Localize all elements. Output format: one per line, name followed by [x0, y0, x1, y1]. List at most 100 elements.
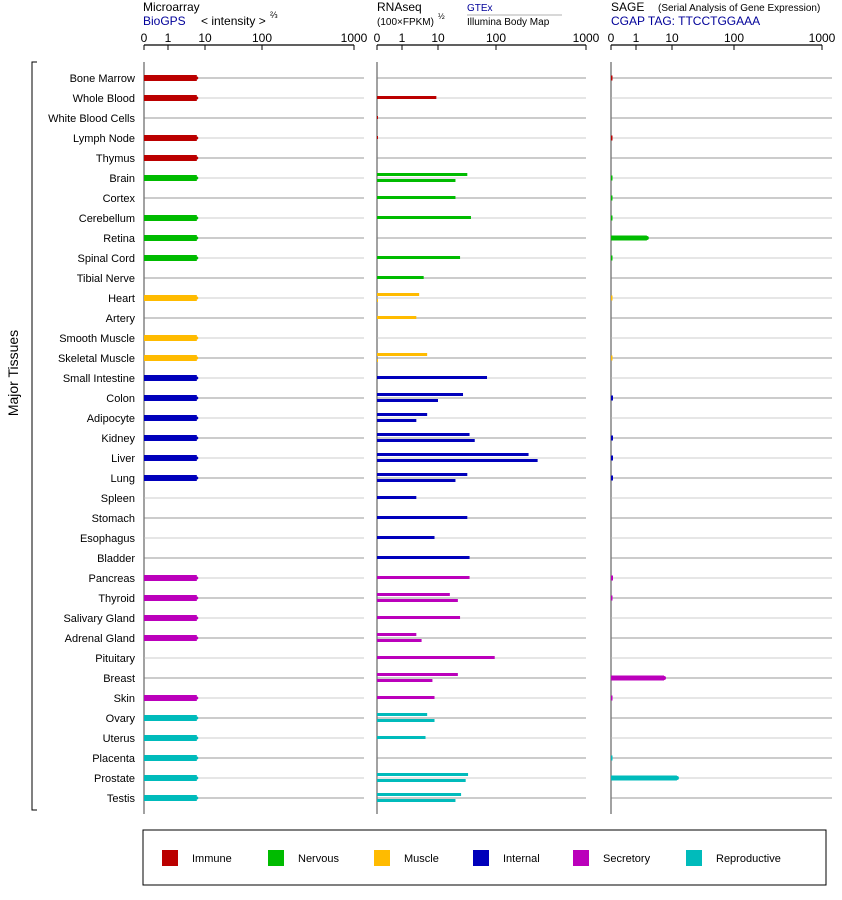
sage-bar	[611, 755, 613, 761]
illumina-bar	[377, 639, 422, 642]
tick-label: 10	[198, 31, 212, 45]
tissue-label: Kidney	[101, 433, 135, 445]
legend-label: Immune	[192, 853, 232, 865]
legend-label: Reproductive	[716, 853, 781, 865]
tissue-label: Testis	[107, 793, 136, 805]
microarray-bar	[144, 375, 197, 381]
microarray-bar-cap	[195, 176, 199, 180]
gtex-link[interactable]: GTEx	[467, 3, 493, 14]
tick-label: 1	[633, 31, 640, 45]
sage-bar	[611, 595, 613, 601]
gtex-bar	[377, 496, 417, 499]
sage-subtitle: (Serial Analysis of Gene Expression)	[658, 3, 820, 14]
tissue-label: Brain	[109, 173, 135, 185]
gtex-bar	[377, 616, 461, 619]
rnaseq-title: RNAseq	[377, 0, 422, 14]
sage-bar	[611, 395, 613, 401]
illumina-bar	[377, 719, 435, 722]
sage-bar	[611, 475, 613, 481]
gtex-bar	[377, 413, 428, 416]
sage-bar	[611, 675, 665, 681]
biogps-link[interactable]: BioGPS	[143, 14, 186, 28]
sage-bar	[611, 575, 613, 581]
microarray-bar-cap	[195, 356, 199, 360]
tick-label: 0	[374, 31, 381, 45]
tick-label: 100	[252, 31, 272, 45]
cgap-tag-link[interactable]: CGAP TAG: TTCCTGGAAA	[611, 14, 760, 28]
tick-label: 1000	[341, 31, 368, 45]
legend-swatch	[573, 850, 589, 866]
microarray-bar	[144, 95, 197, 101]
gtex-bar	[377, 673, 458, 676]
sage-bar-cap	[644, 236, 649, 240]
gtex-bar	[377, 376, 488, 379]
tissue-label: Artery	[106, 313, 136, 325]
y-axis-bracket	[31, 61, 37, 811]
illumina-bar	[377, 419, 417, 422]
gtex-bar	[377, 793, 462, 796]
legend-label: Muscle	[404, 853, 439, 865]
gtex-bar	[377, 393, 464, 396]
microarray-bar-cap	[195, 716, 199, 720]
gtex-bar	[377, 556, 470, 559]
microarray-bar-cap	[195, 336, 199, 340]
gtex-bar	[377, 473, 468, 476]
legend-item-secretory: Secretory	[573, 850, 651, 866]
microarray-bar-cap	[195, 596, 199, 600]
illumina-bar	[377, 479, 456, 482]
tissue-label: Retina	[103, 233, 136, 245]
tissue-label: Colon	[106, 393, 135, 405]
tissue-label: Salivary Gland	[63, 613, 135, 625]
microarray-bar	[144, 155, 197, 161]
sage-title: SAGE	[611, 0, 644, 14]
microarray-bar	[144, 775, 197, 781]
legend-label: Internal	[503, 853, 540, 865]
microarray-bar-cap	[195, 576, 199, 580]
microarray-bar-cap	[195, 156, 199, 160]
sage-bar	[611, 195, 613, 201]
microarray-bar	[144, 215, 197, 221]
legend-label: Secretory	[603, 853, 651, 865]
legend-item-muscle: Muscle	[374, 850, 439, 866]
sage-bar	[611, 775, 677, 781]
gtex-bar	[377, 116, 378, 119]
tissue-label: Smooth Muscle	[59, 333, 135, 345]
microarray-bar-cap	[195, 456, 199, 460]
gtex-bar	[377, 696, 435, 699]
microarray-bar-cap	[195, 376, 199, 380]
microarray-bar	[144, 135, 197, 141]
microarray-bar	[144, 755, 197, 761]
tissue-label: Skin	[114, 693, 135, 705]
microarray-bar-cap	[195, 96, 199, 100]
rnaseq-x-axis: 0 1 10 100 1000	[374, 31, 600, 814]
microarray-unit-exponent: ⅔	[270, 10, 278, 20]
sage-bar-cap	[674, 776, 679, 780]
tissue-label: Esophagus	[80, 533, 136, 545]
tissue-label: Bone Marrow	[70, 73, 135, 85]
gtex-bar	[377, 736, 426, 739]
illumina-bar	[377, 779, 466, 782]
microarray-title: Microarray	[143, 0, 200, 14]
microarray-bar-cap	[195, 296, 199, 300]
microarray-bar	[144, 455, 197, 461]
microarray-bar	[144, 75, 197, 81]
legend-swatch	[473, 850, 489, 866]
illumina-bar	[377, 799, 456, 802]
sage-bar	[611, 255, 613, 261]
microarray-bar	[144, 435, 197, 441]
legend-swatch	[374, 850, 390, 866]
tissue-label: Skeletal Muscle	[58, 353, 135, 365]
tissue-label: Ovary	[106, 713, 136, 725]
sage-bar	[611, 75, 613, 81]
tissue-label: Adrenal Gland	[65, 633, 135, 645]
gtex-bar	[377, 713, 428, 716]
gtex-bar	[377, 256, 461, 259]
legend-label: Nervous	[298, 853, 339, 865]
tick-label: 10	[665, 31, 679, 45]
microarray-bar	[144, 255, 197, 261]
microarray-bar	[144, 295, 197, 301]
microarray-bar-cap	[195, 76, 199, 80]
sage-bar	[611, 455, 613, 461]
gtex-bar	[377, 196, 456, 199]
gtex-bar	[377, 276, 424, 279]
